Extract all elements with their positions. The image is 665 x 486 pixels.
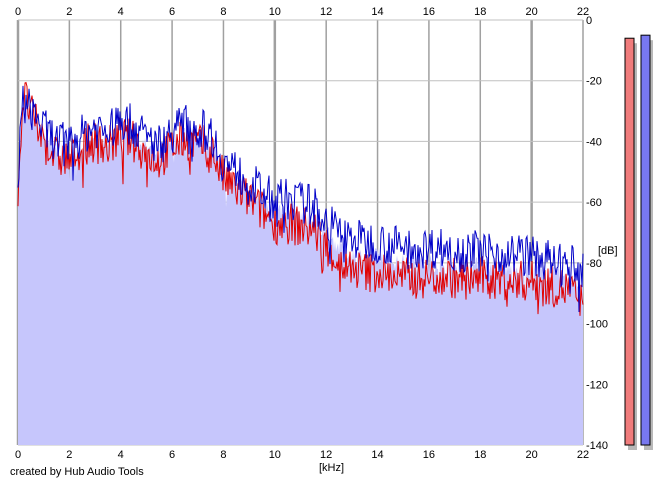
- x-tick-label: 14: [371, 6, 383, 18]
- y-tick-labels: 0 -20 -40 -60 -80 -100 -120 -140: [586, 15, 608, 452]
- y-axis-label: [dB]: [598, 245, 618, 257]
- x-tick-label: 2: [66, 449, 72, 461]
- x-tick-label: 12: [320, 449, 332, 461]
- right-channel-line: [17, 85, 584, 313]
- x-tick-label: 2: [66, 6, 72, 18]
- level-meters: [624, 34, 653, 451]
- x-tick-label: 6: [169, 6, 175, 18]
- x-tick-label: 20: [526, 449, 538, 461]
- x-tick-label: 14: [371, 449, 383, 461]
- x-tick-label: 0: [15, 449, 21, 461]
- left-level-meter: [624, 37, 635, 446]
- x-tick-label: 12: [320, 6, 332, 18]
- y-tick-label: 0: [586, 15, 592, 27]
- right-level-meter: [640, 34, 651, 446]
- y-tick-label: -120: [586, 379, 608, 391]
- x-tick-label: 0: [15, 6, 21, 18]
- x-tick-label: 6: [169, 449, 175, 461]
- x-tick-label: 4: [118, 449, 124, 461]
- y-tick-label: -20: [586, 76, 602, 88]
- x-tick-label: 8: [220, 6, 226, 18]
- x-tick-label: 18: [474, 449, 486, 461]
- y-tick-label: -80: [586, 258, 602, 270]
- x-tick-label: 8: [220, 449, 226, 461]
- credit-text: created by Hub Audio Tools: [10, 466, 144, 478]
- y-tick-label: -60: [586, 197, 602, 209]
- x-axis-label: [kHz]: [319, 462, 344, 474]
- x-tick-label: 22: [577, 6, 589, 18]
- x-tick-label: 20: [526, 6, 538, 18]
- x-tick-label: 4: [118, 6, 124, 18]
- x-tick-label: 22: [577, 449, 589, 461]
- x-tick-label: 16: [423, 449, 435, 461]
- left-channel-line: [17, 81, 584, 316]
- x-tick-label: 10: [269, 6, 281, 18]
- x-tick-label: 18: [474, 6, 486, 18]
- y-tick-label: -100: [586, 319, 608, 331]
- x-tick-labels-top: 0 2 4 6 8 10 12 14 16 18 20 22: [15, 6, 589, 18]
- x-tick-label: 16: [423, 6, 435, 18]
- spectrum-fill-area: [18, 100, 583, 446]
- y-tick-label: -40: [586, 136, 602, 148]
- x-tick-labels-bottom: 0 2 4 6 8 10 12 14 16 18 20 22: [15, 449, 589, 461]
- x-tick-label: 10: [269, 449, 281, 461]
- y-tick-label: -140: [586, 440, 608, 452]
